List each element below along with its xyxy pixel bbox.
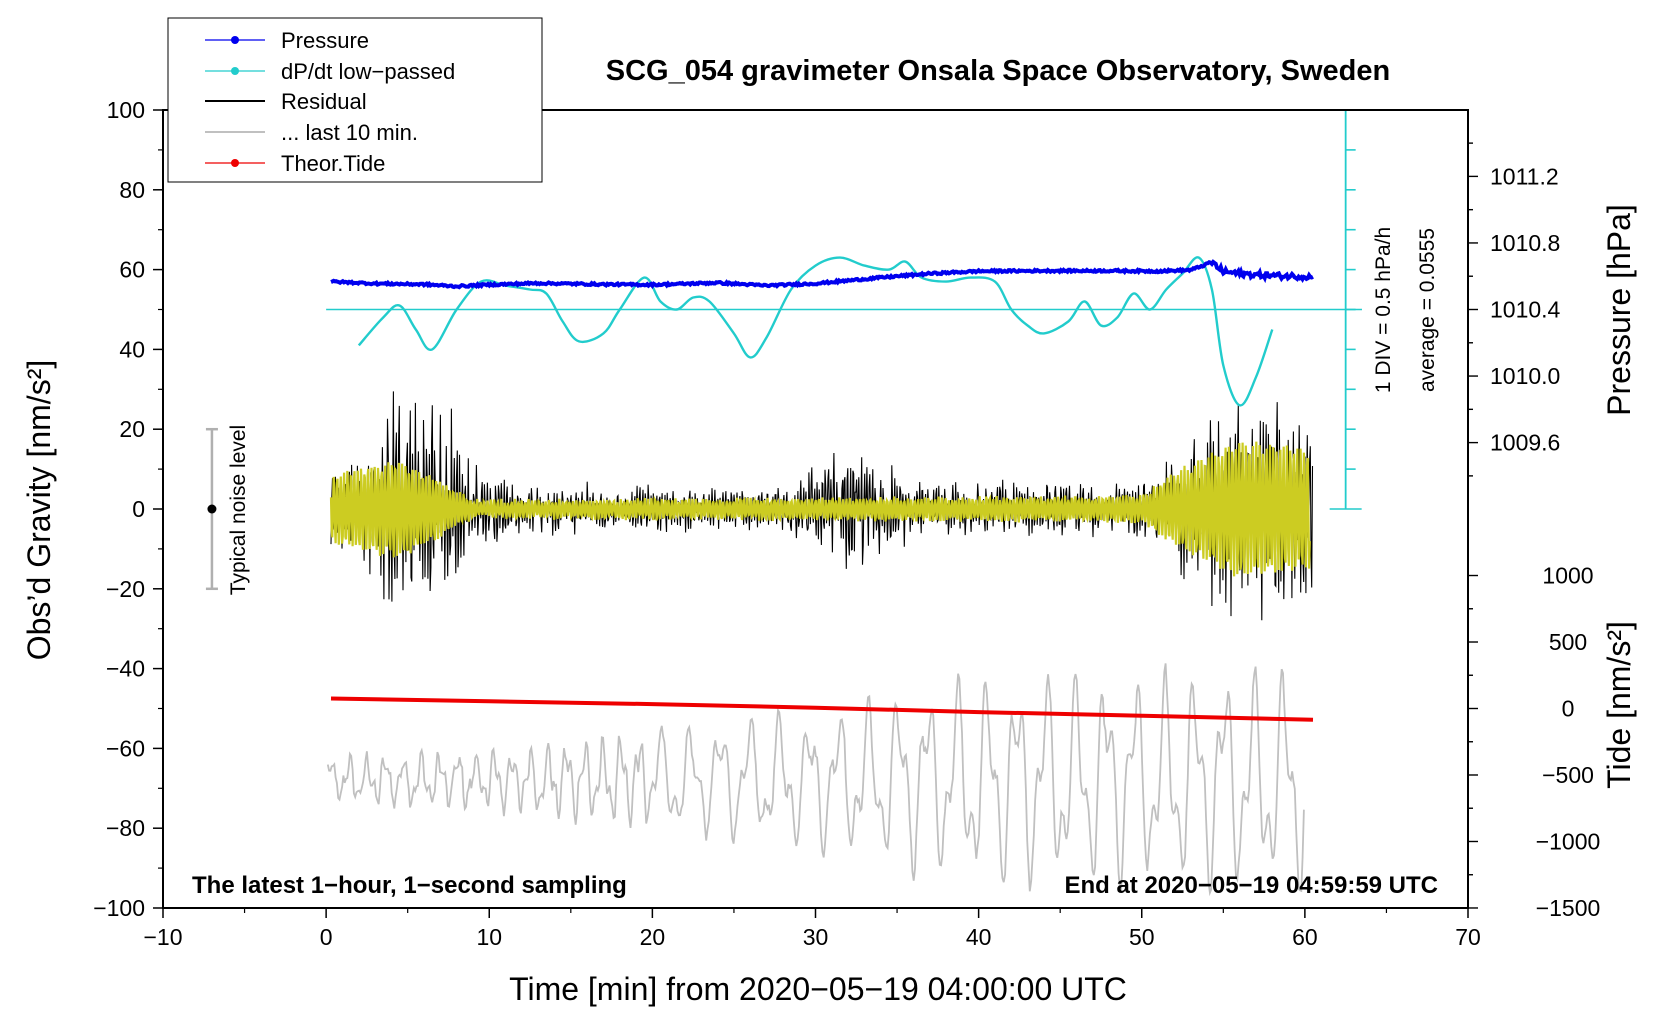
series-yellow-filtered bbox=[329, 441, 1311, 577]
x-tick-label: 0 bbox=[320, 924, 333, 950]
legend-label: Residual bbox=[281, 89, 367, 114]
x-tick-label: 30 bbox=[803, 924, 829, 950]
tide-tick-label: −500 bbox=[1542, 762, 1594, 788]
x-tick-label: 10 bbox=[476, 924, 502, 950]
tide-tick-label: 1000 bbox=[1542, 563, 1593, 589]
div-scale-label: 1 DIV = 0.5 hPa/h bbox=[1372, 227, 1395, 393]
pressure-tick-label: 1011.2 bbox=[1490, 163, 1559, 189]
plot-frame bbox=[162, 109, 1469, 909]
pressure-axis-ticks: 1009.6 1010.0 1010.4 1010.8 1011.2 bbox=[1468, 142, 1561, 477]
x-tick-label: 60 bbox=[1292, 924, 1318, 950]
legend-entry-theor-tide: Theor.Tide bbox=[205, 151, 385, 176]
x-tick-label: −10 bbox=[143, 924, 182, 950]
end-time-note: End at 2020−05−19 04:59:59 UTC bbox=[1064, 872, 1438, 899]
noise-bar-center-dot bbox=[207, 504, 217, 514]
legend-entry-dpdt: dP/dt low−passed bbox=[205, 59, 455, 84]
y-tick-label: 80 bbox=[119, 177, 145, 203]
pressure-tick-label: 1010.4 bbox=[1490, 297, 1561, 323]
y-tick-label: 40 bbox=[119, 336, 145, 362]
y-tick-label: 60 bbox=[119, 257, 145, 283]
y-tick-label: −80 bbox=[106, 815, 145, 841]
dpdt-curve bbox=[357, 256, 1274, 407]
yellow-filtered-line bbox=[329, 441, 1311, 577]
legend-label: dP/dt low−passed bbox=[281, 59, 455, 84]
average-label: average = 0.0555 bbox=[1416, 228, 1439, 392]
series-pressure bbox=[330, 259, 1314, 290]
pressure-tick-label: 1009.6 bbox=[1490, 430, 1560, 456]
x-axis-ticks: −10 0 10 20 30 40 50 60 70 bbox=[143, 908, 1481, 950]
y-tick-label: −60 bbox=[106, 735, 145, 761]
tide-axis-title: Tide [nm/s²] bbox=[1601, 621, 1637, 789]
tide-line bbox=[330, 696, 1314, 722]
legend: Pressure dP/dt low−passed Residual ... l… bbox=[167, 17, 543, 183]
legend-entry-pressure: Pressure bbox=[205, 28, 369, 53]
x-tick-label: 70 bbox=[1455, 924, 1481, 950]
y-tick-label: −40 bbox=[106, 656, 145, 682]
y-axis-title: Obs’d Gravity [nm/s²] bbox=[21, 360, 57, 661]
y-tick-label: 0 bbox=[132, 496, 145, 522]
latest-hour-note: The latest 1−hour, 1−second sampling bbox=[192, 872, 627, 899]
chart-title: SCG_054 gravimeter Onsala Space Observat… bbox=[606, 55, 1390, 87]
y-axis-ticks: −100 −80 −60 −40 −20 0 20 40 60 80 100 bbox=[93, 97, 163, 921]
y-tick-label: −100 bbox=[93, 895, 145, 921]
tide-tick-label: −1500 bbox=[1536, 895, 1601, 921]
legend-entry-last-10-min: ... last 10 min. bbox=[205, 120, 418, 145]
legend-label: Pressure bbox=[281, 28, 369, 53]
noise-level-bar bbox=[205, 427, 218, 591]
pressure-axis-title: Pressure [hPa] bbox=[1601, 204, 1637, 416]
x-tick-label: 50 bbox=[1129, 924, 1155, 950]
x-axis-title: Time [min] from 2020−05−19 04:00:00 UTC bbox=[509, 971, 1127, 1007]
legend-marker bbox=[231, 159, 239, 167]
legend-marker bbox=[231, 36, 239, 44]
pressure-tick-label: 1010.8 bbox=[1490, 230, 1560, 256]
y-tick-label: 100 bbox=[107, 97, 145, 123]
x-tick-label: 20 bbox=[640, 924, 666, 950]
pressure-line bbox=[330, 259, 1314, 290]
tide-tick-label: −1000 bbox=[1536, 828, 1601, 854]
legend-label: Theor.Tide bbox=[281, 151, 385, 176]
y-tick-label: 20 bbox=[119, 416, 145, 442]
y-tick-label: −20 bbox=[106, 576, 145, 602]
series-dpdt-low-passed bbox=[326, 256, 1362, 407]
x-tick-label: 40 bbox=[966, 924, 992, 950]
tide-tick-label: 500 bbox=[1549, 629, 1587, 655]
tide-axis-ticks: −1500 −1000 −500 0 500 1000 bbox=[1468, 563, 1600, 921]
legend-marker bbox=[231, 67, 239, 75]
noise-level-label: Typical noise level bbox=[227, 425, 250, 595]
legend-entry-residual: Residual bbox=[205, 89, 367, 114]
tide-tick-label: 0 bbox=[1562, 696, 1575, 722]
series-last-10-min bbox=[326, 663, 1305, 897]
legend-label: ... last 10 min. bbox=[281, 120, 418, 145]
series-theor-tide bbox=[330, 696, 1314, 722]
last-10-min-line bbox=[326, 663, 1305, 897]
pressure-tick-label: 1010.0 bbox=[1490, 363, 1560, 389]
